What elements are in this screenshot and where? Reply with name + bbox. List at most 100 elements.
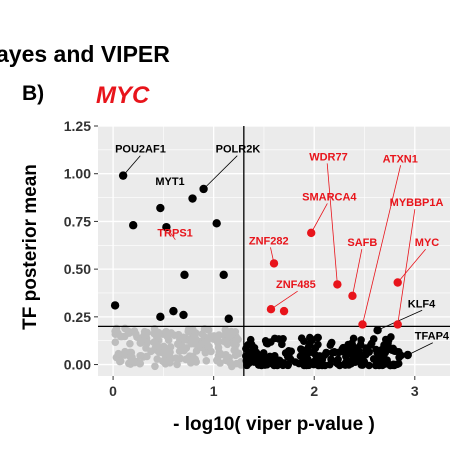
gene-title: MYC (96, 82, 150, 109)
low-significance-point (322, 349, 330, 358)
background-point (111, 338, 120, 346)
leader-mybbp1a (397, 209, 416, 325)
background-point (126, 339, 134, 348)
background-point (173, 360, 181, 369)
background-point (114, 349, 123, 358)
background-point (184, 325, 193, 334)
low-significance-point (312, 356, 320, 365)
background-point (216, 359, 224, 367)
threshold-lines (98, 126, 450, 376)
point-labels: POU2AF1 POLR2K MYT1 WDR77 ATXN1 SMARCA4 MYBBP1… (115, 144, 450, 343)
leader-smarca4 (310, 203, 328, 234)
low-significance-point (278, 340, 286, 349)
data-point (169, 306, 178, 316)
low-significance-points (242, 333, 405, 370)
data-point (212, 219, 221, 228)
low-significance-point (249, 353, 258, 362)
low-significance-point (355, 352, 363, 361)
low-significance-point (362, 347, 371, 356)
low-significance-point (306, 333, 314, 342)
background-point (214, 343, 223, 352)
label-leader-lines (122, 155, 433, 356)
low-significance-point (346, 357, 355, 365)
low-significance-point (275, 356, 284, 365)
background-point (210, 332, 218, 340)
low-significance-point (340, 345, 348, 354)
background-point (151, 362, 159, 371)
background-point (201, 348, 210, 357)
y-tick-label: 0.50 (64, 261, 91, 277)
labeled-points (110, 171, 412, 360)
background-point (126, 353, 135, 361)
background-point (143, 328, 151, 337)
x-tick-label: 1 (210, 383, 218, 399)
label-klf4: KLF4 (408, 298, 436, 310)
low-significance-point (263, 339, 272, 348)
low-significance-point (304, 360, 313, 368)
label-trps1: TRPS1 (157, 228, 192, 240)
data-point (156, 203, 165, 213)
x-tick-label: 3 (411, 383, 419, 399)
polr2k-point (199, 184, 208, 194)
pou2af1-point (118, 171, 128, 180)
low-significance-point (334, 360, 342, 368)
x-axis-title: - log10( viper p-value ) (173, 414, 375, 435)
figure-title-fragment: ayes and VIPER (0, 41, 170, 67)
label-wdr77: WDR77 (309, 151, 348, 163)
low-significance-point (365, 361, 373, 370)
klf4-point (373, 325, 382, 335)
background-point (217, 350, 226, 359)
low-significance-point (356, 340, 365, 349)
low-significance-point (297, 345, 305, 353)
x-tick-label: 0 (109, 383, 117, 399)
low-significance-point (327, 339, 336, 348)
low-significance-point (257, 359, 265, 367)
background-point (170, 331, 179, 340)
background-point (142, 344, 150, 352)
background-point (172, 354, 180, 363)
background-point (124, 327, 133, 336)
background-point (235, 349, 243, 358)
leader-znf485 (270, 290, 298, 310)
label-myc: MYC (415, 237, 440, 249)
background-points (111, 324, 245, 371)
znf485-point (266, 305, 276, 314)
label-atxn1: ATXN1 (383, 153, 418, 165)
low-significance-point (349, 334, 358, 343)
leader-wdr77 (326, 163, 338, 285)
y-axis-ticks: 0.00 0.25 0.50 0.75 1.00 1.25 (64, 118, 98, 373)
y-tick-label: 0.25 (64, 309, 91, 325)
data-point (180, 270, 189, 280)
background-point (226, 358, 234, 367)
label-mybbp1a: MYBBP1A (390, 197, 444, 209)
low-significance-point (259, 352, 268, 361)
low-significance-point (313, 333, 322, 342)
background-point (114, 329, 122, 338)
data-point (219, 270, 228, 280)
background-point (143, 352, 151, 361)
background-point (220, 331, 229, 339)
label-pou2af1: POU2AF1 (115, 144, 166, 156)
background-point (183, 354, 192, 363)
smarca4-point (307, 228, 316, 238)
leader-klf4 (377, 309, 423, 331)
background-point (191, 340, 199, 348)
wdr77-point (333, 280, 342, 289)
x-axis-ticks: 0 1 2 3 (109, 376, 419, 399)
low-significance-point (303, 349, 312, 357)
myc-point (393, 278, 402, 287)
leader-tfap4 (407, 342, 433, 356)
low-significance-point (380, 344, 389, 353)
background-point (131, 330, 140, 338)
background-point (197, 340, 206, 348)
background-point (230, 340, 238, 348)
background-point (136, 351, 144, 360)
low-significance-point (378, 360, 386, 369)
data-point (224, 314, 233, 323)
background-point (200, 325, 209, 333)
y-tick-label: 1.00 (64, 166, 91, 182)
low-significance-point (283, 352, 292, 361)
label-znf485: ZNF485 (276, 279, 316, 291)
panel-label: B) (22, 82, 44, 105)
